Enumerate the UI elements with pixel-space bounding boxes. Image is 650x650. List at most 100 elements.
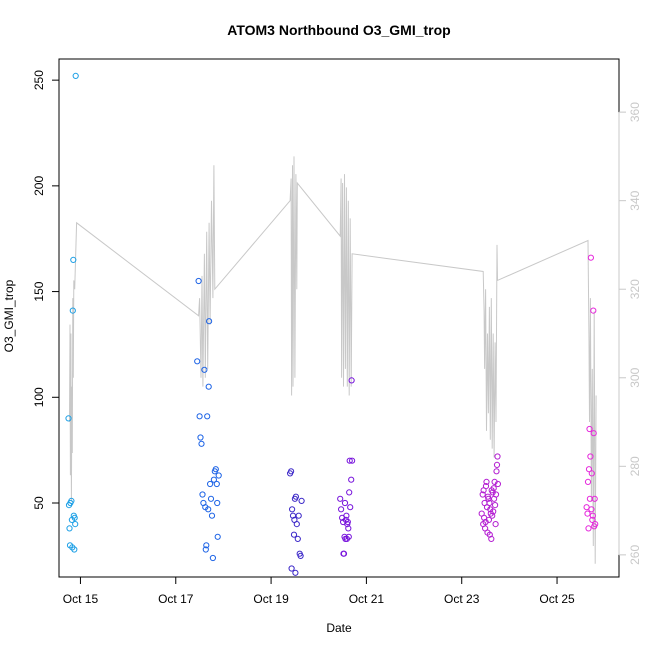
y-tick-label: 200 <box>32 176 46 196</box>
data-point <box>482 483 490 490</box>
x-tick-label: Oct 19 <box>253 592 289 606</box>
data-point <box>203 542 210 549</box>
data-point <box>337 495 344 502</box>
data-point <box>586 425 593 433</box>
data-point <box>589 512 596 519</box>
data-point <box>483 478 490 485</box>
data-point <box>70 256 77 263</box>
x-tick-label: Oct 15 <box>63 592 99 606</box>
data-point <box>289 506 296 513</box>
data-point <box>209 554 216 562</box>
y2-tick-label: 340 <box>628 190 642 210</box>
y-tick-label: 50 <box>32 496 46 510</box>
data-point <box>490 508 497 515</box>
data-point <box>588 470 595 477</box>
data-point <box>206 318 213 325</box>
data-point <box>485 516 492 524</box>
x-tick-label: Oct 17 <box>158 592 194 606</box>
data-point <box>348 377 355 384</box>
data-point <box>205 506 212 513</box>
data-point <box>587 254 595 261</box>
data-point <box>341 499 349 507</box>
y-tick-label: 100 <box>32 387 46 407</box>
data-point <box>493 461 501 468</box>
data-point <box>492 491 500 498</box>
data-point <box>198 440 205 447</box>
data-point <box>493 468 500 475</box>
data-point <box>214 533 221 540</box>
x-axis: Oct 15 Oct 17 Oct 19 Oct 21 Oct 23 Oct 25 <box>63 576 575 606</box>
data-point <box>213 480 220 488</box>
data-point <box>347 504 354 511</box>
data-point <box>584 510 591 517</box>
data-point <box>293 521 300 528</box>
data-point <box>208 512 216 519</box>
data-point <box>589 516 596 524</box>
data-point <box>343 512 350 519</box>
data-point <box>479 491 486 498</box>
data-point <box>294 535 301 543</box>
data-point <box>346 489 353 496</box>
data-point <box>590 307 597 314</box>
data-point <box>588 506 595 513</box>
data-point <box>292 569 299 576</box>
data-point <box>207 480 214 488</box>
data-point <box>201 366 208 373</box>
x-tick-label: Oct 23 <box>444 592 480 606</box>
data-point <box>340 550 348 557</box>
data-point <box>585 525 592 532</box>
data-point <box>210 476 217 483</box>
data-point <box>71 514 78 521</box>
data-point <box>585 466 593 473</box>
data-point <box>490 485 497 492</box>
data-point <box>68 497 75 504</box>
data-point <box>194 358 201 365</box>
y-tick-label: 150 <box>32 281 46 301</box>
data-point <box>590 430 597 437</box>
data-point <box>297 552 304 560</box>
data-point <box>292 493 299 500</box>
data-point <box>492 502 499 509</box>
y-axis-right: 260 280 300 320 340 360 <box>618 102 642 565</box>
y2-tick-label: 300 <box>628 367 642 387</box>
data-point <box>288 468 295 475</box>
data-point <box>348 476 355 483</box>
data-point <box>345 533 352 540</box>
y2-tick-label: 260 <box>628 545 642 565</box>
data-point <box>289 512 297 519</box>
data-point <box>345 525 352 532</box>
data-point <box>288 565 295 572</box>
data-point <box>197 434 204 441</box>
data-point <box>196 413 203 420</box>
data-point <box>494 480 501 488</box>
x-tick-label: Oct 21 <box>349 592 385 606</box>
data-point <box>486 499 493 507</box>
data-point <box>346 457 353 464</box>
data-point <box>485 495 492 502</box>
data-point <box>199 491 206 498</box>
data-point <box>344 518 351 526</box>
x-axis-label: Date <box>326 621 352 635</box>
data-point <box>214 499 221 507</box>
y2-tick-label: 360 <box>628 102 642 122</box>
data-point <box>338 506 345 513</box>
y2-tick-label: 320 <box>628 279 642 299</box>
y-axis-left: 50 100 150 200 250 <box>32 70 60 510</box>
data-point <box>72 72 79 80</box>
data-point <box>205 383 212 390</box>
line-series-layer <box>69 156 597 564</box>
data-point <box>592 521 599 528</box>
data-point <box>212 466 219 473</box>
data-point <box>65 415 72 422</box>
line-series-path <box>69 156 597 564</box>
chart-title: ATOM3 Northbound O3_GMI_trop <box>227 22 450 38</box>
y-tick-label: 250 <box>32 70 46 90</box>
data-point <box>295 512 302 519</box>
data-point <box>66 525 73 532</box>
data-point <box>71 546 78 553</box>
data-point <box>489 512 496 519</box>
data-point <box>195 277 202 285</box>
data-point <box>349 457 356 464</box>
data-point <box>584 478 592 485</box>
data-point <box>204 413 211 420</box>
